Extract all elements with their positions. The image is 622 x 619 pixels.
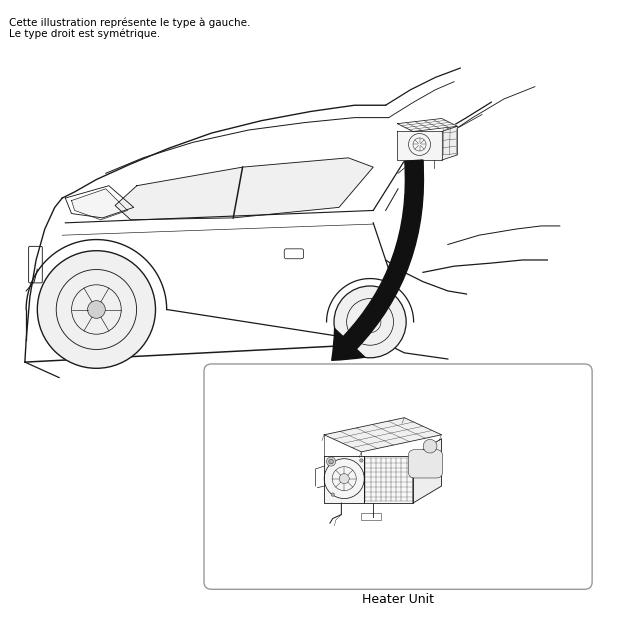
Text: Cette illustration représente le type à gauche.: Cette illustration représente le type à …: [9, 17, 251, 28]
Polygon shape: [115, 158, 373, 220]
Polygon shape: [413, 439, 442, 503]
FancyArrowPatch shape: [332, 160, 424, 360]
Polygon shape: [364, 456, 413, 503]
Polygon shape: [72, 189, 128, 220]
Circle shape: [339, 474, 349, 483]
Circle shape: [88, 301, 105, 318]
FancyBboxPatch shape: [409, 449, 443, 478]
Circle shape: [329, 459, 333, 464]
Polygon shape: [324, 418, 442, 452]
Polygon shape: [397, 118, 457, 131]
Polygon shape: [397, 131, 442, 160]
Polygon shape: [324, 456, 364, 503]
Circle shape: [423, 439, 437, 453]
Circle shape: [334, 286, 406, 358]
Circle shape: [327, 457, 336, 466]
Polygon shape: [442, 126, 457, 160]
Circle shape: [331, 459, 335, 462]
FancyBboxPatch shape: [204, 364, 592, 589]
Circle shape: [331, 493, 335, 496]
Text: Le type droit est symétrique.: Le type droit est symétrique.: [9, 28, 160, 39]
Circle shape: [360, 459, 363, 462]
Text: Heater Unit: Heater Unit: [362, 593, 434, 606]
Circle shape: [37, 251, 156, 368]
